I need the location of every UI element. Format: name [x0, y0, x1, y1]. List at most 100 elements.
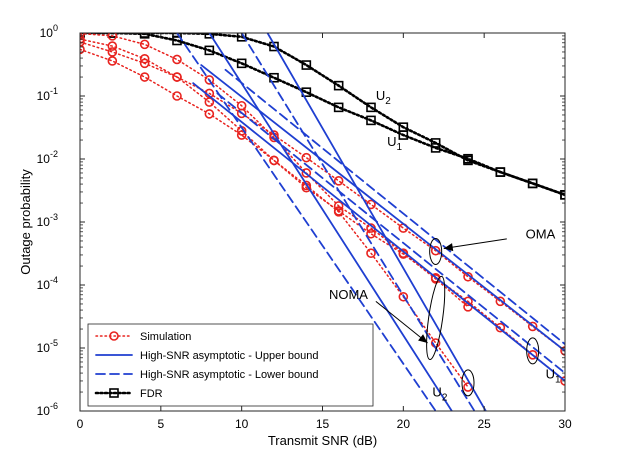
fdr-marker — [269, 72, 279, 83]
sim-marker — [236, 130, 247, 140]
annotation-arrowhead — [418, 334, 428, 344]
series-line-9 — [216, 92, 565, 374]
sim-marker — [107, 56, 118, 66]
annotation-label-1: OMA — [526, 226, 556, 241]
sim-marker — [204, 75, 215, 85]
annotation-ellipse — [461, 369, 475, 397]
x-tick-label: 0 — [77, 417, 84, 431]
y-tick-label: 10-6 — [37, 401, 58, 418]
fdr-marker — [366, 115, 376, 126]
sim-marker — [139, 53, 150, 64]
y-tick-label: 10-2 — [37, 149, 58, 166]
legend-label-3: High-SNR asymptotic - Lower bound — [140, 369, 319, 381]
sim-marker — [333, 207, 344, 217]
fdr-marker — [495, 167, 506, 177]
series-line-3 — [80, 41, 565, 352]
sim-marker — [333, 176, 344, 186]
legend-swatch-marker — [109, 331, 119, 341]
annotation-arrow — [375, 300, 428, 344]
x-tick-label: 25 — [477, 417, 491, 431]
sim-marker — [172, 54, 182, 65]
y-tick-label: 10-3 — [37, 212, 58, 229]
sim-marker — [204, 97, 215, 107]
legend-label-2: High-SNR asymptotic - Upper bound — [140, 350, 319, 362]
sim-marker — [139, 72, 150, 82]
sim-marker — [560, 346, 565, 356]
series-line-8 — [224, 68, 565, 346]
legend-box — [87, 323, 374, 407]
series-line-11 — [266, 33, 487, 411]
legend-label-1: Simulation — [140, 331, 191, 343]
annotation-label-2: NOMA — [329, 287, 368, 302]
sim-marker — [430, 274, 441, 284]
fdr-marker — [463, 153, 473, 164]
fdr-marker — [398, 130, 409, 140]
sim-marker — [269, 155, 279, 166]
legend-swatch-marker — [109, 388, 119, 398]
annotation-ellipse — [426, 275, 446, 361]
annotation-ellipse — [429, 238, 443, 266]
sim-marker — [301, 180, 312, 191]
sim-marker — [204, 109, 215, 119]
sim-marker — [366, 228, 376, 239]
x-axis-label: Transmit SNR (dB) — [268, 433, 377, 448]
series-line-14 — [176, 33, 437, 411]
sim-marker — [236, 100, 247, 111]
sim-marker — [80, 44, 85, 55]
sim-marker — [333, 201, 344, 211]
annotation-label-5: U2 — [432, 384, 447, 403]
series-line-12 — [240, 33, 476, 411]
series-line-4 — [80, 38, 565, 382]
sim-marker — [398, 248, 409, 258]
legend-label-4: FDR — [140, 388, 163, 400]
sim-marker — [139, 39, 150, 50]
annotation-label-4: U1 — [387, 134, 402, 153]
sim-marker — [463, 296, 473, 307]
sim-marker — [527, 321, 538, 332]
sim-marker — [172, 72, 182, 82]
series-line-13 — [208, 33, 453, 411]
series-line-10 — [192, 82, 565, 382]
sim-marker — [107, 47, 118, 57]
sim-marker — [560, 376, 565, 386]
sim-marker — [301, 152, 312, 163]
fdr-marker — [430, 143, 441, 153]
annotation-label-6: U1 — [546, 366, 561, 385]
y-tick-label: 10-5 — [37, 338, 58, 355]
x-tick-label: 20 — [397, 417, 411, 431]
fdr-marker — [172, 35, 182, 46]
fdr-marker — [236, 58, 247, 69]
x-tick-label: 15 — [316, 417, 330, 431]
fdr-marker — [366, 102, 376, 113]
sim-marker — [430, 245, 441, 256]
x-tick-label: 30 — [558, 417, 572, 431]
fdr-marker — [301, 60, 312, 70]
sim-marker — [495, 322, 506, 333]
annotation-label-3: U2 — [376, 88, 391, 107]
x-tick-label: 5 — [157, 417, 164, 431]
sim-marker — [80, 33, 85, 39]
sim-marker — [80, 34, 85, 44]
sim-marker — [527, 349, 538, 360]
x-tick-label: 10 — [235, 417, 249, 431]
series-line-5 — [80, 33, 469, 308]
fdr-marker — [333, 80, 344, 91]
series-line-7 — [200, 64, 565, 352]
fdr-marker — [204, 45, 215, 56]
sim-marker — [301, 168, 312, 178]
sim-marker — [172, 91, 182, 101]
fdr-marker — [139, 33, 150, 38]
fdr-marker — [560, 190, 565, 200]
sim-marker — [495, 296, 506, 307]
sim-marker — [398, 291, 409, 302]
fdr-marker — [333, 102, 344, 113]
annotation-ellipse — [526, 337, 540, 365]
sim-marker — [107, 41, 118, 51]
annotation-arrow — [443, 238, 507, 249]
fdr-marker — [139, 33, 150, 39]
fdr-marker — [107, 33, 118, 38]
annotation-arrowhead — [443, 243, 454, 252]
fdr-marker — [204, 33, 215, 39]
